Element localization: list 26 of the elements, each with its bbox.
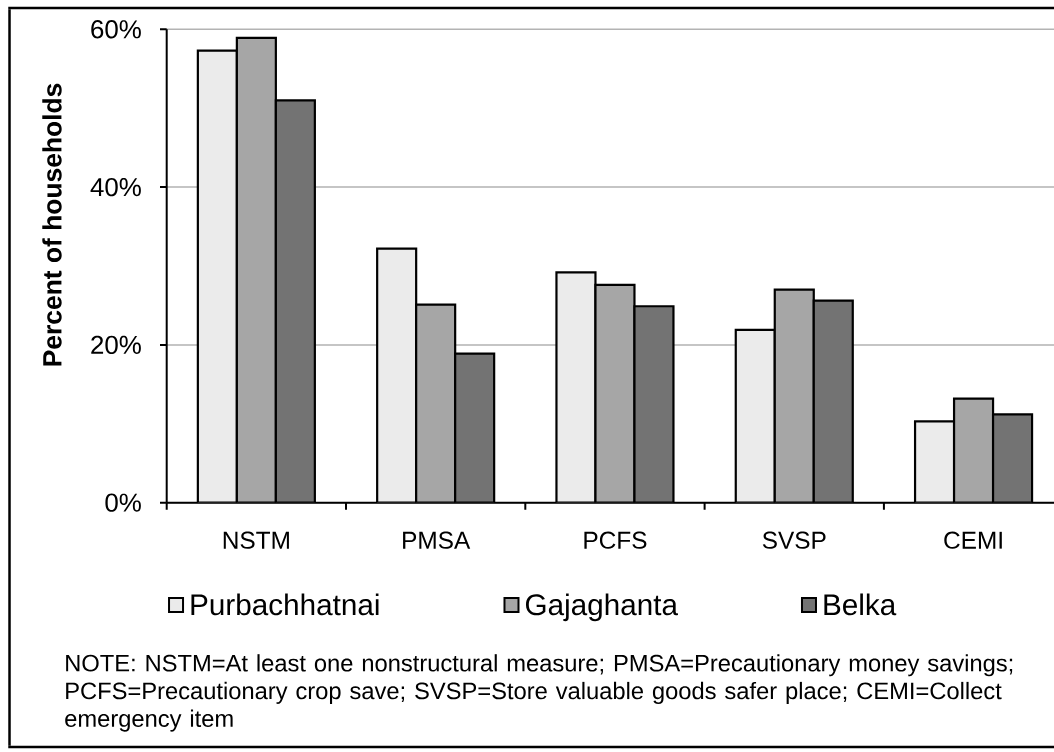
x-tick-label: SVSP [762, 531, 826, 549]
bar [634, 306, 674, 503]
bar [275, 100, 315, 503]
bar [774, 289, 814, 503]
x-tick-label: CEMI [944, 531, 1002, 549]
x-tick-label: PMSA [403, 531, 471, 549]
y-tick-label: 60% [91, 20, 141, 39]
bar [416, 304, 456, 503]
y-axis-title: Percent of households [42, 83, 62, 366]
bar [455, 353, 495, 503]
y-tick-label: 20% [91, 335, 141, 355]
legend-label: Gajaghanta [525, 593, 678, 622]
bar [377, 248, 417, 503]
x-tick-label: PCFS [584, 531, 647, 549]
y-tick-label: 0% [105, 493, 141, 512]
bar [236, 37, 276, 503]
bar [556, 272, 596, 503]
legend-label: Purbachhatnai [191, 593, 379, 616]
y-tick-label: 40% [90, 177, 141, 197]
bar [197, 50, 237, 503]
text: NOTE: NSTM=At least one nonstructural measure; PMSA=Precautionary money savings; PCFS=Precautionary crop save; SVSP=Store valuable goods safer place; CEMI=Collect emergency item [65, 654, 1013, 732]
x-tick-label: NSTM [223, 531, 289, 549]
bar [735, 329, 775, 503]
bar [595, 284, 635, 503]
legend-label: Belka [824, 593, 897, 616]
bar [813, 300, 853, 503]
